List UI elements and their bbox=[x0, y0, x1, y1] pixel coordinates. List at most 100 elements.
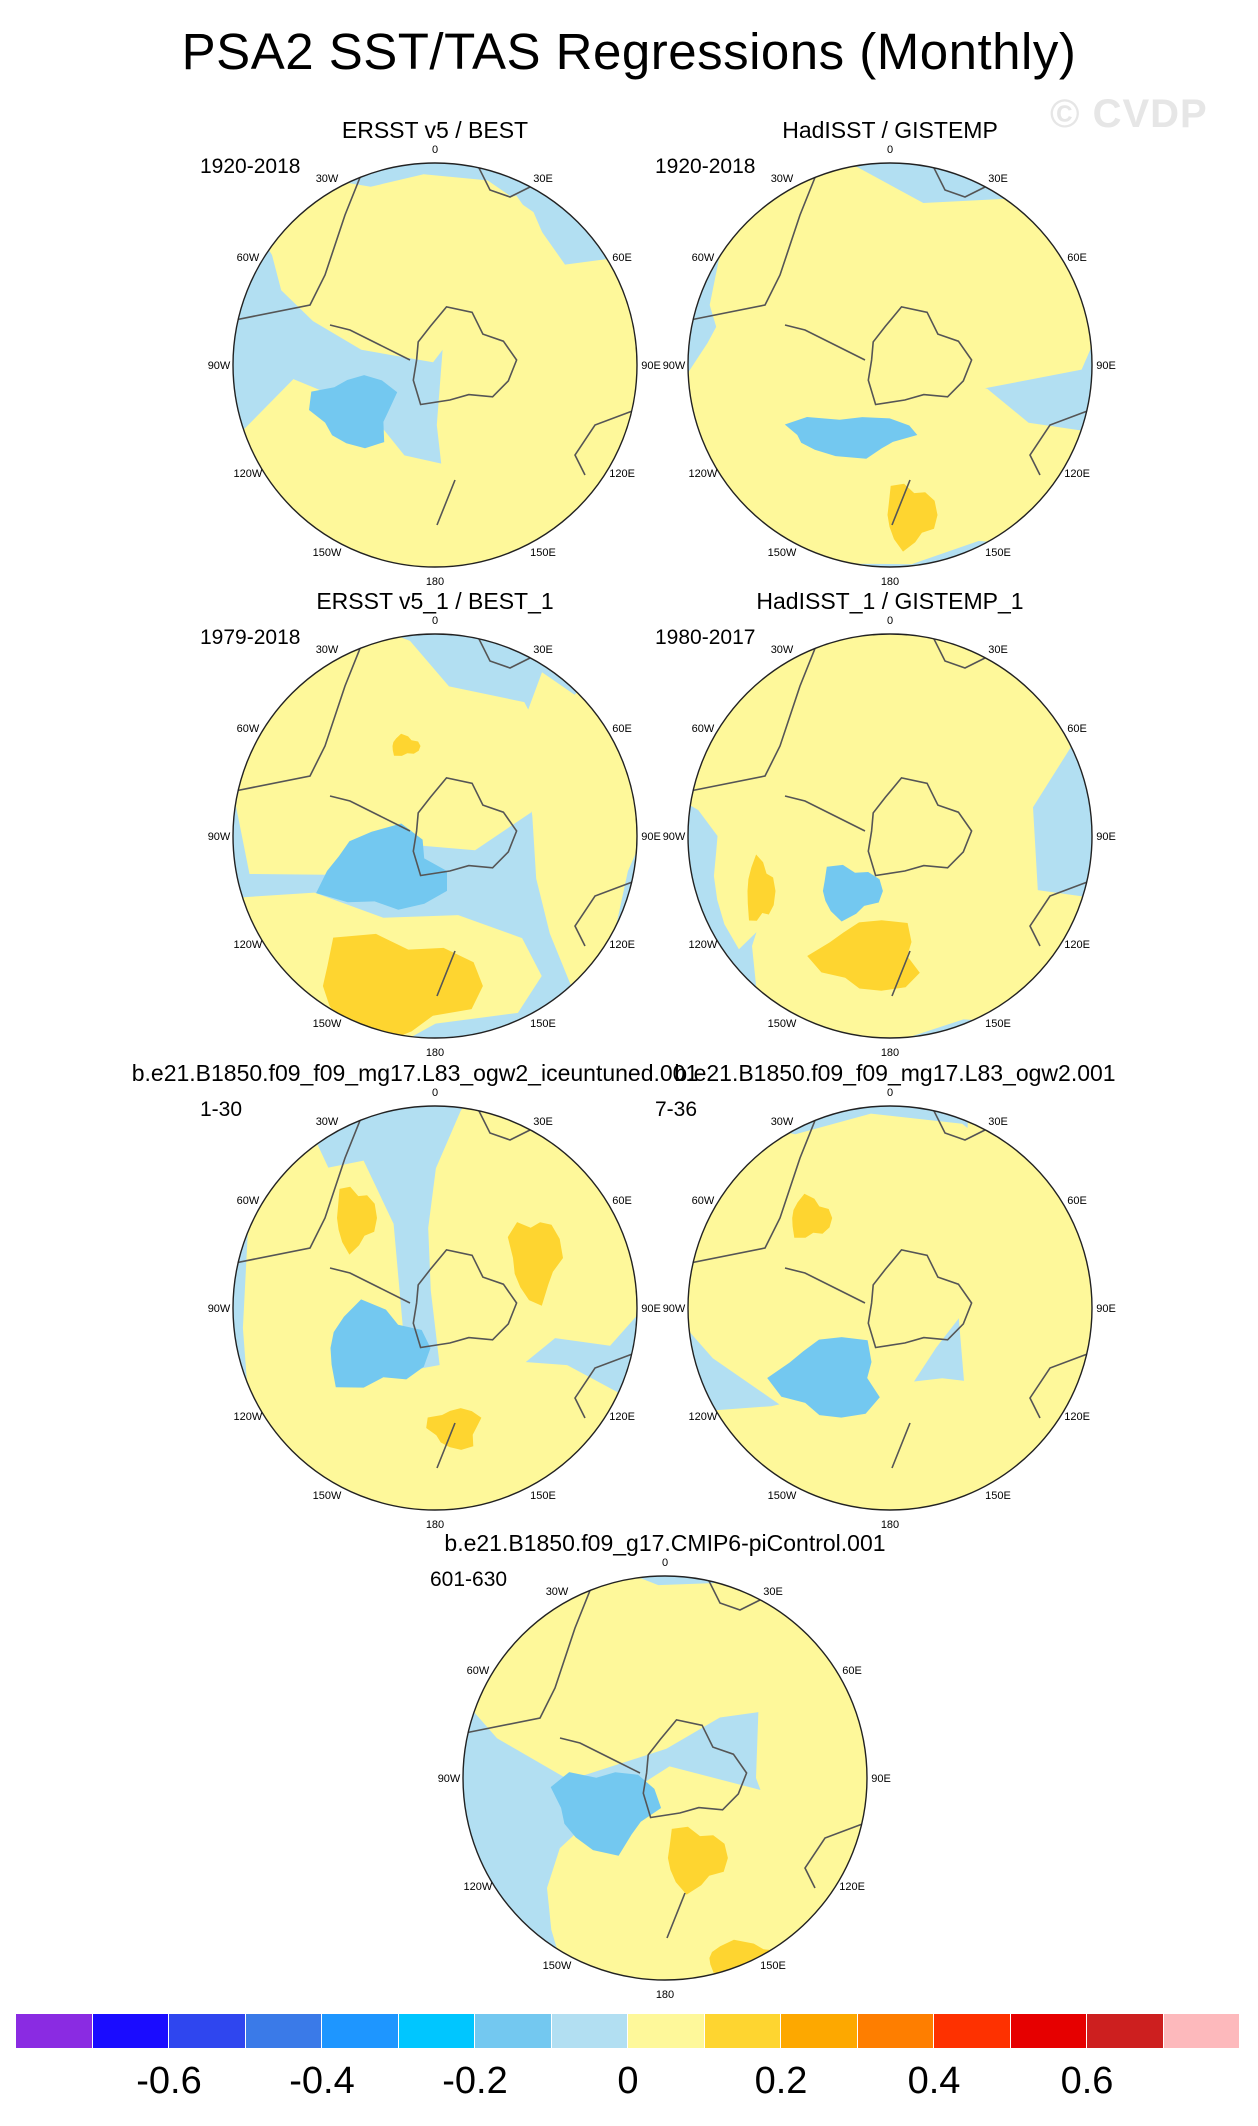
longitude-label: 90E bbox=[1096, 831, 1116, 843]
negative-anomaly-region bbox=[309, 375, 398, 449]
longitude-label: 90E bbox=[641, 1303, 661, 1315]
antarctic-peninsula-outline bbox=[784, 324, 866, 361]
new-zealand-outline bbox=[436, 479, 456, 526]
africa-outline bbox=[929, 163, 986, 198]
australia-outline bbox=[574, 1352, 636, 1419]
longitude-label: 120W bbox=[234, 1411, 263, 1423]
map-border bbox=[232, 1105, 638, 1511]
colorbar-box bbox=[857, 2014, 934, 2048]
strong-positive-region bbox=[426, 1408, 482, 1450]
longitude-label: 120W bbox=[234, 468, 263, 480]
longitude-label: 180 bbox=[426, 1047, 444, 1059]
antarctica-outline bbox=[642, 1719, 748, 1819]
strong-positive-region bbox=[667, 1826, 728, 1895]
positive-anomaly-region bbox=[688, 1378, 1092, 1510]
longitude-label: 60W bbox=[692, 1195, 715, 1207]
africa-outline bbox=[474, 634, 531, 669]
antarctica-outline bbox=[867, 306, 973, 406]
polar-map: 0 30E 60E 90E 120E 150E 180 150W 120W 90W 60W 30W bbox=[663, 615, 1116, 1059]
longitude-label: 150E bbox=[760, 1960, 786, 1972]
longitude-label: 30W bbox=[546, 1586, 569, 1598]
longitude-label: 0 bbox=[887, 615, 893, 627]
longitude-label: 120W bbox=[689, 939, 718, 951]
longitude-label: 0 bbox=[887, 144, 893, 156]
panel-title: b.e21.B1850.f09_f09_mg17.L83_ogw2.001 bbox=[674, 1060, 1116, 1086]
longitude-label: 120W bbox=[464, 1881, 493, 1893]
longitude-label: 150W bbox=[768, 1018, 797, 1030]
longitude-label: 150W bbox=[313, 1490, 342, 1502]
longitude-label: 30E bbox=[988, 173, 1008, 185]
longitude-label: 30E bbox=[533, 644, 553, 656]
negative-anomaly-region bbox=[767, 1337, 880, 1418]
longitude-label: 30W bbox=[316, 644, 339, 656]
antarctic-peninsula-outline bbox=[329, 324, 411, 361]
longitude-label: 180 bbox=[656, 1989, 674, 2001]
map-panel: 0 30E 60E 90E 120E 150E 180 150W 120W 90W 60W 30W H… bbox=[655, 117, 1125, 588]
map-panel: 0 30E 60E 90E 120E 150E 180 150W 120W 90W 60W 30W b… bbox=[655, 1060, 1125, 1531]
longitude-label: 60E bbox=[1067, 1195, 1087, 1207]
africa-outline bbox=[474, 163, 531, 198]
australia-outline bbox=[574, 880, 636, 947]
longitude-label: 180 bbox=[881, 1519, 899, 1531]
longitude-label: 30E bbox=[533, 173, 553, 185]
longitude-label: 120E bbox=[1064, 468, 1090, 480]
longitude-label: 90W bbox=[663, 831, 686, 843]
new-zealand-outline bbox=[436, 950, 456, 997]
strong-positive-region bbox=[322, 933, 483, 1038]
strong-positive-region bbox=[337, 1186, 377, 1255]
south-america-outline bbox=[464, 1577, 596, 1734]
colorbar-label: 0.6 bbox=[1060, 2060, 1114, 2102]
longitude-label: 30E bbox=[533, 1116, 553, 1128]
australia-outline bbox=[1029, 1352, 1091, 1419]
longitude-label: 150W bbox=[313, 547, 342, 559]
longitude-label: 150W bbox=[543, 1960, 572, 1972]
polar-map: 0 30E 60E 90E 120E 150E 180 150W 120W 90W 60W 30W bbox=[438, 1557, 891, 2001]
colorbar-label: -0.2 bbox=[442, 2060, 508, 2102]
negative-anomaly-region bbox=[822, 864, 883, 922]
panel-period: 7-36 bbox=[655, 1098, 698, 1121]
antarctica-outline bbox=[412, 1249, 518, 1349]
colorbar-box bbox=[92, 2014, 169, 2048]
africa-outline bbox=[474, 1106, 531, 1141]
polar-map: 0 30E 60E 90E 120E 150E 180 150W 120W 90W 60W 30W bbox=[663, 144, 1116, 588]
longitude-label: 0 bbox=[887, 1087, 893, 1099]
negative-anomaly-region bbox=[330, 1299, 431, 1388]
colorbar-box bbox=[169, 2014, 246, 2048]
colorbar-label: 0.4 bbox=[907, 2060, 961, 2102]
colorbar-label: -0.4 bbox=[289, 2060, 355, 2102]
colorbar-box bbox=[934, 2014, 1011, 2048]
strong-positive-region bbox=[392, 733, 421, 756]
antarctic-peninsula-outline bbox=[329, 795, 411, 832]
longitude-label: 90E bbox=[871, 1773, 891, 1785]
longitude-label: 120E bbox=[1064, 1411, 1090, 1423]
colorbar-box bbox=[551, 2014, 628, 2048]
longitude-label: 120E bbox=[609, 1411, 635, 1423]
longitude-label: 90E bbox=[641, 360, 661, 372]
figure-title: PSA2 SST/TAS Regressions (Monthly) bbox=[181, 23, 1077, 80]
longitude-label: 60W bbox=[692, 252, 715, 264]
africa-outline bbox=[929, 1106, 986, 1141]
longitude-label: 150W bbox=[313, 1018, 342, 1030]
panel-title: ERSST v5 / BEST bbox=[341, 117, 529, 143]
panel-period: 1980-2017 bbox=[655, 626, 756, 649]
strong-positive-region bbox=[507, 1222, 563, 1306]
polar-map: 0 30E 60E 90E 120E 150E 180 150W 120W 90W 60W 30W bbox=[208, 615, 661, 1059]
colorbar-box bbox=[1163, 2014, 1240, 2048]
positive-anomaly-region bbox=[233, 379, 502, 567]
colorbar-box bbox=[322, 2014, 399, 2048]
negative-anomaly-region bbox=[550, 1772, 662, 1856]
longitude-label: 30W bbox=[771, 173, 794, 185]
longitude-label: 120W bbox=[689, 1411, 718, 1423]
longitude-label: 150W bbox=[768, 547, 797, 559]
longitude-label: 90E bbox=[1096, 360, 1116, 372]
longitude-label: 60W bbox=[237, 252, 260, 264]
polar-map: 0 30E 60E 90E 120E 150E 180 150W 120W 90W 60W 30W bbox=[663, 1087, 1116, 1531]
panel-title: b.e21.B1850.f09_f09_mg17.L83_ogw2_iceunt… bbox=[131, 1060, 699, 1086]
longitude-label: 30W bbox=[316, 1116, 339, 1128]
strong-positive-region bbox=[807, 920, 920, 991]
map-panel: 0 30E 60E 90E 120E 150E 180 150W 120W 90W 60W 30W E… bbox=[200, 588, 670, 1059]
longitude-label: 90W bbox=[663, 1303, 686, 1315]
panel-period: 1979-2018 bbox=[200, 626, 301, 649]
antarctic-peninsula-outline bbox=[784, 1267, 866, 1304]
longitude-label: 180 bbox=[426, 576, 444, 588]
